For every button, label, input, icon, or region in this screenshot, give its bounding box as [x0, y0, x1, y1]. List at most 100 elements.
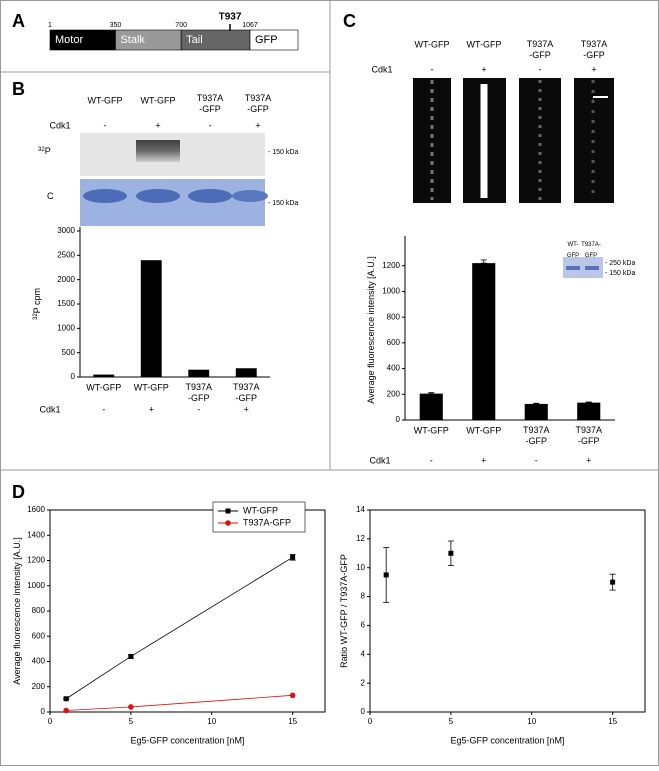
- y-tick-label: 800: [387, 312, 401, 321]
- treatment-sign: -: [539, 64, 542, 74]
- data-point: [383, 572, 389, 578]
- panel-letter: C: [343, 11, 356, 31]
- lane-label: WT-GFP: [141, 95, 176, 105]
- x-tick-label: 0: [368, 717, 373, 726]
- treatment-sign: +: [155, 120, 160, 130]
- bar: [577, 402, 601, 420]
- y-tick-label: 1000: [57, 323, 75, 332]
- gel-band: [232, 190, 268, 202]
- treatment-sign: +: [586, 455, 591, 465]
- site-label: T937: [219, 12, 242, 23]
- x-tick-label: T937A -GFP: [575, 425, 602, 446]
- y-tick-label: 200: [32, 682, 46, 691]
- y-tick-label: 1400: [27, 530, 45, 539]
- treatment-label: Cdk1: [371, 64, 392, 74]
- y-tick-label: 2500: [57, 250, 75, 259]
- residue-number: 700: [175, 22, 187, 29]
- x-tick-label: T937A -GFP: [233, 382, 260, 403]
- mw-marker: - 250 kDa: [605, 260, 635, 267]
- treatment-sign: -: [535, 455, 538, 465]
- legend-marker: [225, 508, 231, 514]
- series-line: [65, 557, 293, 700]
- treatment-sign: -: [209, 120, 212, 130]
- lane-label: T937A -GFP: [245, 93, 272, 114]
- phospho-band: [136, 140, 180, 162]
- y-tick-label: 1600: [27, 505, 45, 514]
- y-tick-label: 3000: [57, 226, 75, 235]
- lane-label: T937A -GFP: [527, 39, 554, 60]
- y-tick-label: 1000: [382, 287, 400, 296]
- bar: [472, 263, 496, 420]
- gel-band: [188, 189, 232, 203]
- plot-frame: [369, 509, 646, 713]
- bar: [419, 393, 443, 420]
- x-tick-label: 10: [207, 717, 216, 726]
- y-axis-label: Average fluorescence intensity [A.U.]: [12, 537, 22, 684]
- treatment-sign: +: [244, 404, 249, 414]
- x-tick-label: WT-GFP: [414, 425, 449, 435]
- x-axis-label: Eg5-GFP concentration [nM]: [451, 735, 565, 745]
- lane-label: WT-GFP: [88, 95, 123, 105]
- y-axis-label: Average fluorescence intensity [A.U.]: [366, 256, 376, 403]
- micrograph: [413, 78, 451, 203]
- y-axis-label: Ratio WT-GFP / T937A-GFP: [339, 554, 349, 668]
- lane-label: WT-GFP: [467, 39, 502, 49]
- data-point: [289, 692, 296, 699]
- treatment-sign: -: [197, 404, 200, 414]
- x-axis-label: Eg5-GFP concentration [nM]: [131, 735, 245, 745]
- y-tick-label: 1200: [382, 261, 400, 270]
- y-tick-label: 4: [361, 649, 366, 658]
- legend-label: WT-GFP: [243, 505, 278, 515]
- lane-label: T937A -GFP: [581, 39, 608, 60]
- data-point: [63, 707, 69, 714]
- mw-marker: - 150 kDa: [605, 270, 635, 277]
- treatment-sign: -: [104, 120, 107, 130]
- mw-marker: - 150 kDa: [268, 200, 298, 207]
- y-tick-label: 10: [356, 563, 365, 572]
- plot-frame: [49, 509, 326, 713]
- y-tick-label: 0: [361, 707, 366, 716]
- y-tick-label: 14: [356, 505, 365, 514]
- data-point: [128, 704, 134, 710]
- x-tick-label: 10: [527, 717, 536, 726]
- treatment-sign: +: [591, 64, 596, 74]
- blot-row-label: 32P: [38, 146, 51, 156]
- y-tick-label: 8: [361, 592, 366, 601]
- domain: [249, 29, 299, 51]
- treatment-label: Cdk1: [39, 404, 60, 414]
- residue-number: 1: [48, 22, 52, 29]
- treatment-sign: +: [481, 455, 486, 465]
- domain-label: Motor: [55, 34, 83, 46]
- gel-band: [585, 266, 599, 270]
- inset-lane-label: T937A-GFP: [581, 242, 601, 259]
- y-tick-label: 400: [387, 364, 401, 373]
- x-tick-label: 5: [449, 717, 454, 726]
- bar: [235, 368, 257, 377]
- inset-lane-label: WT-GFP: [567, 242, 579, 259]
- bar: [140, 260, 162, 377]
- bar: [188, 369, 210, 377]
- domain-label: Stalk: [120, 34, 145, 46]
- inset-gel: [563, 257, 603, 278]
- y-tick-label: 0: [71, 372, 76, 381]
- bar: [93, 374, 115, 377]
- residue-number: 350: [110, 22, 122, 29]
- y-tick-label: 200: [387, 389, 401, 398]
- y-tick-label: 6: [361, 621, 366, 630]
- gel-band: [136, 189, 180, 203]
- residue-number: 1067: [242, 22, 258, 29]
- legend-label: T937A-GFP: [243, 517, 291, 527]
- domain-label: Tail: [186, 34, 203, 46]
- legend-box: [212, 501, 306, 533]
- treatment-sign: +: [481, 64, 486, 74]
- x-tick-label: 5: [129, 717, 134, 726]
- treatment-sign: -: [102, 404, 105, 414]
- series-line: [66, 694, 293, 711]
- mw-marker: - 150 kDa: [268, 149, 298, 156]
- x-tick-label: 0: [48, 717, 53, 726]
- treatment-sign: -: [431, 64, 434, 74]
- y-axis-label: 32P cpm: [32, 288, 42, 320]
- treatment-sign: +: [255, 120, 260, 130]
- x-tick-label: WT-GFP: [86, 382, 121, 392]
